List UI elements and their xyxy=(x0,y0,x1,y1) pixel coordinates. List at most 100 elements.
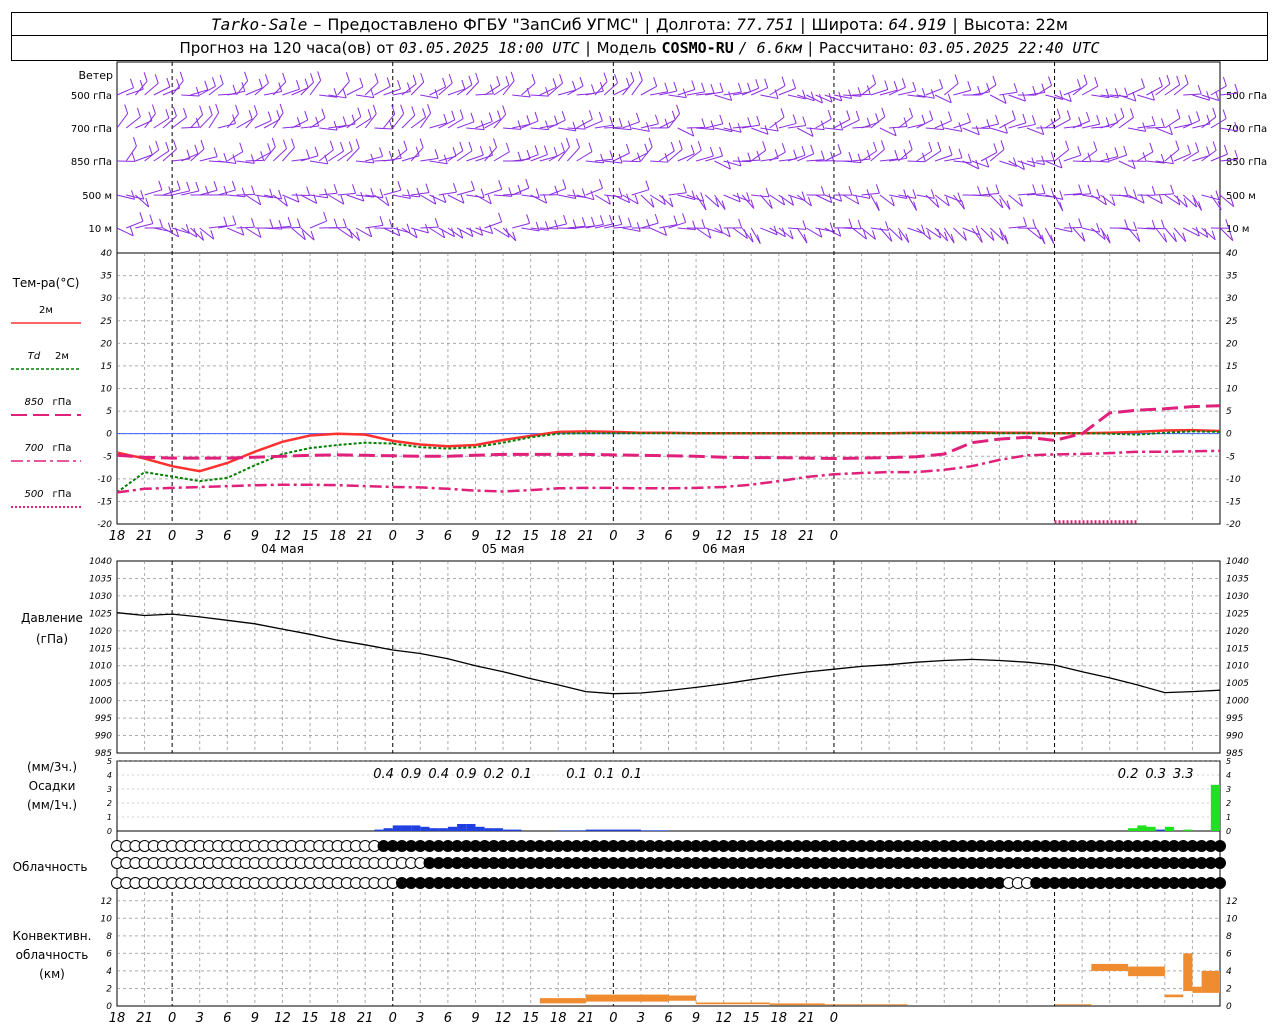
wind-barb xyxy=(429,227,445,239)
wind-barb-flag xyxy=(792,114,797,124)
wind-barb xyxy=(227,194,246,198)
wind-barb-flag xyxy=(479,226,484,236)
wind-barb xyxy=(916,227,931,240)
wind-barb xyxy=(438,227,455,238)
wind-barb xyxy=(116,194,135,200)
wind-barb-flag xyxy=(442,77,447,88)
wind-level-left: 500 м xyxy=(82,191,112,202)
wind-barb-flag xyxy=(995,184,1000,194)
wind-barb xyxy=(953,160,972,164)
wind-barb-flag xyxy=(644,143,649,153)
wind-barb-flag xyxy=(588,110,593,120)
wind-barb xyxy=(328,150,344,162)
wind-barb-flag xyxy=(875,113,880,123)
wind-barb-flag xyxy=(871,230,876,240)
time-tick: 21 xyxy=(798,1011,815,1024)
wind-barb-flag xyxy=(1160,219,1165,229)
wind-barb xyxy=(594,194,611,205)
wind-barb xyxy=(695,155,714,162)
wind-barb-flag xyxy=(682,183,687,193)
wind-barb-flag xyxy=(898,231,903,241)
wind-barb-flag xyxy=(881,107,886,117)
wind-barb-flag xyxy=(1123,145,1128,156)
wind-barb xyxy=(842,119,860,129)
wind-barb xyxy=(778,122,797,129)
wind-barb xyxy=(1173,227,1187,242)
precip-3h-label: 0.2 xyxy=(484,767,505,782)
wind-barb xyxy=(760,94,779,99)
wind-barb xyxy=(181,94,200,97)
wind-barb-flag xyxy=(790,196,795,206)
wind-barb xyxy=(907,123,926,129)
wind-barb-flag xyxy=(561,111,566,121)
wind-barb-flag xyxy=(929,110,934,120)
wind-barb xyxy=(245,227,262,238)
wind-barb-flag xyxy=(183,108,188,118)
wind-barb-flag xyxy=(531,74,536,84)
wind-barb xyxy=(190,114,203,129)
wind-barb-flag xyxy=(1168,125,1173,135)
wind-barb xyxy=(466,154,484,162)
wind-barb-flag xyxy=(148,145,153,155)
wind-barb-flag xyxy=(496,76,501,86)
wind-barb xyxy=(604,223,622,229)
wind-barb xyxy=(879,89,898,96)
wind-barb xyxy=(658,194,674,208)
pressure-tick-right: 1020 xyxy=(1226,627,1249,637)
wind-barb xyxy=(1137,227,1156,230)
precip-3h-label: 0.1 xyxy=(621,767,642,782)
wind-barb xyxy=(705,155,723,162)
temp-ylabel: Тем-ра(°C) xyxy=(12,276,80,290)
wind-barb xyxy=(420,94,439,99)
wind-barb-flag xyxy=(1132,91,1137,102)
wind-barb-flag xyxy=(645,180,650,190)
wind-barb-flag xyxy=(1000,140,1005,150)
wind-barb xyxy=(989,227,1004,241)
wind-barb-flag xyxy=(257,228,262,238)
time-tick: 18 xyxy=(329,529,346,544)
wind-barb xyxy=(438,191,457,196)
wind-barb-flag xyxy=(691,80,696,90)
wind-barb-flag xyxy=(755,79,760,89)
wind-barb xyxy=(282,125,301,129)
wind-barb-flag xyxy=(194,144,199,154)
wind-barb xyxy=(144,189,162,196)
wind-barb-flag xyxy=(460,194,465,204)
wind-barb xyxy=(861,83,876,96)
temp-tick-right: -15 xyxy=(1226,497,1241,507)
wind-barb-flag xyxy=(1151,116,1156,126)
model-label: Модель xyxy=(596,39,657,57)
wind-barb-flag xyxy=(310,73,314,83)
wind-barb-flag xyxy=(388,119,393,130)
precip-3h-label: 0.9 xyxy=(456,767,477,782)
wind-barb xyxy=(493,114,507,129)
wind-barb xyxy=(199,189,218,196)
pressure-tick-right: 1035 xyxy=(1226,574,1249,584)
wind-barb xyxy=(1219,92,1238,96)
wind-barb-flag xyxy=(648,137,653,148)
wind-barb-flag xyxy=(505,142,510,153)
wind-barb-flag xyxy=(1050,234,1055,245)
wind-barb-flag xyxy=(1212,141,1217,151)
wind-barb xyxy=(401,83,417,96)
wind-barb xyxy=(1191,194,1202,211)
wind-barb-flag xyxy=(355,138,360,149)
wind-barb-flag xyxy=(848,151,853,162)
wind-barb-flag xyxy=(939,79,944,89)
from-value: 03.05.2025 18:00 UTC xyxy=(398,39,580,57)
time-tick: 18 xyxy=(109,1011,126,1024)
wind-barb xyxy=(1063,87,1081,96)
wind-barb xyxy=(493,227,510,238)
wind-barb xyxy=(760,194,773,209)
temp-tick-left: -15 xyxy=(97,497,112,507)
wind-barb xyxy=(962,160,980,170)
wind-barb-flag xyxy=(1106,234,1111,244)
wind-barb xyxy=(410,81,425,96)
wind-barb xyxy=(1127,127,1146,132)
wind-barb-flag xyxy=(342,218,347,228)
wind-barb xyxy=(815,118,832,129)
temp-tick-left: 30 xyxy=(101,294,113,304)
wind-barb-flag xyxy=(912,81,917,92)
wind-barb-flag xyxy=(1158,77,1163,87)
wind-barb-flag xyxy=(626,143,630,154)
